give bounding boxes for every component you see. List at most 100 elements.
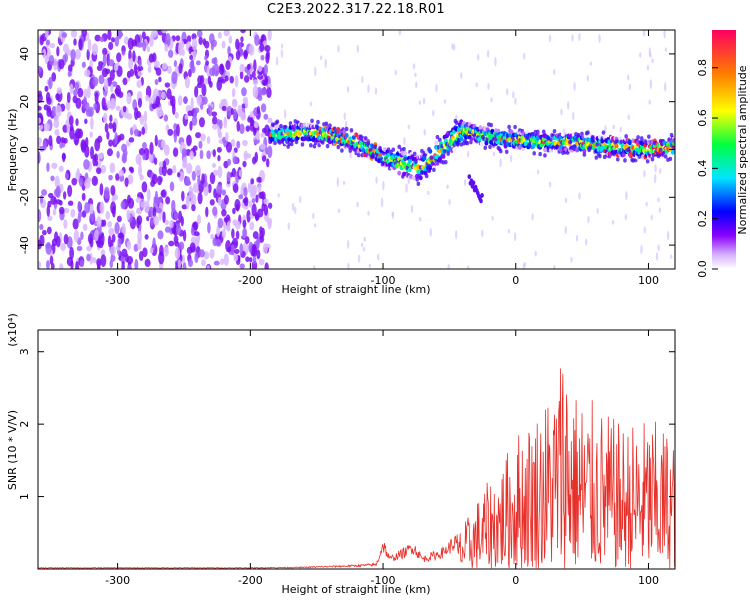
noise-cell bbox=[291, 202, 295, 211]
noise-cell bbox=[512, 91, 515, 99]
noise-cell bbox=[180, 216, 184, 227]
signal-edge-cell bbox=[587, 147, 591, 153]
noise-cell bbox=[70, 49, 76, 62]
noise-cell bbox=[144, 200, 150, 213]
noise-cell bbox=[448, 198, 451, 206]
noise-cell bbox=[195, 132, 202, 139]
noise-cell bbox=[522, 52, 526, 60]
noise-cell bbox=[154, 79, 159, 86]
signal-cell bbox=[484, 140, 489, 146]
noise-cell bbox=[553, 264, 556, 269]
noise-cell bbox=[186, 134, 192, 147]
noise-cell bbox=[103, 186, 110, 200]
noise-cell bbox=[347, 262, 350, 269]
noise-cell bbox=[234, 74, 239, 88]
noise-cell bbox=[624, 213, 628, 221]
noise-cell bbox=[219, 63, 224, 72]
noise-cell bbox=[172, 147, 179, 157]
noise-cell bbox=[121, 223, 126, 236]
noise-cell bbox=[113, 63, 119, 72]
noise-cell bbox=[178, 42, 183, 56]
noise-cell bbox=[265, 158, 270, 168]
noise-cell bbox=[239, 263, 245, 269]
signal-edge-cell bbox=[283, 124, 288, 130]
noise-cell bbox=[337, 44, 340, 53]
noise-cell bbox=[211, 111, 218, 117]
noise-cell bbox=[176, 123, 180, 137]
noise-cell bbox=[452, 43, 456, 51]
noise-cell bbox=[666, 230, 670, 241]
noise-cell bbox=[137, 65, 144, 72]
noise-cell bbox=[248, 200, 252, 208]
noise-cell bbox=[46, 162, 50, 173]
noise-cell bbox=[223, 253, 229, 266]
noise-cell bbox=[227, 246, 232, 253]
noise-cell bbox=[260, 132, 266, 138]
noise-cell bbox=[127, 265, 132, 269]
noise-cell bbox=[196, 30, 203, 38]
noise-cell bbox=[93, 229, 99, 242]
noise-cell bbox=[377, 253, 380, 261]
noise-cell bbox=[200, 133, 206, 142]
noise-cell bbox=[48, 77, 53, 90]
noise-cell bbox=[403, 136, 406, 146]
noise-cell bbox=[514, 97, 517, 105]
noise-cell bbox=[165, 124, 170, 132]
noise-cell bbox=[92, 76, 99, 87]
noise-cell bbox=[231, 228, 235, 239]
noise-cell bbox=[150, 180, 155, 188]
noise-cell bbox=[259, 143, 266, 150]
noise-cell bbox=[54, 129, 60, 136]
noise-cell bbox=[357, 254, 361, 263]
noise-cell bbox=[167, 128, 174, 136]
noise-cell bbox=[263, 198, 269, 205]
noise-cell bbox=[38, 105, 42, 112]
noise-cell bbox=[56, 135, 62, 145]
noise-cell bbox=[253, 138, 260, 144]
noise-cell bbox=[435, 84, 438, 93]
noise-cell bbox=[611, 220, 615, 225]
noise-cell bbox=[201, 83, 207, 97]
noise-cell bbox=[499, 158, 502, 168]
noise-cell bbox=[553, 69, 556, 76]
signal-cell bbox=[407, 158, 412, 164]
signal-edge-cell bbox=[543, 153, 547, 158]
noise-cell bbox=[191, 170, 197, 181]
signal-cell bbox=[456, 126, 461, 132]
signal-edge-cell bbox=[416, 181, 421, 187]
noise-cell bbox=[298, 195, 302, 204]
signal-edge-cell bbox=[435, 134, 440, 140]
noise-cell bbox=[154, 60, 160, 69]
noise-cell bbox=[66, 91, 71, 104]
noise-cell bbox=[80, 139, 87, 151]
noise-cell bbox=[115, 105, 121, 111]
noise-cell bbox=[158, 110, 164, 117]
noise-cell bbox=[245, 125, 251, 132]
noise-cell bbox=[160, 91, 166, 100]
noise-cell bbox=[54, 175, 60, 189]
noise-cell bbox=[121, 261, 125, 269]
noise-cell bbox=[158, 251, 165, 265]
noise-cell bbox=[267, 30, 272, 41]
noise-cell bbox=[227, 45, 231, 56]
noise-cell bbox=[135, 153, 142, 166]
noise-cell bbox=[68, 115, 74, 126]
noise-cell bbox=[173, 59, 177, 68]
noise-cell bbox=[251, 244, 258, 258]
noise-cell bbox=[432, 109, 435, 117]
snr-y-axis: 1 2 3 bbox=[18, 348, 675, 500]
noise-cell bbox=[658, 207, 662, 213]
noise-cell bbox=[642, 30, 646, 37]
x-tick-label: -100 bbox=[371, 574, 396, 587]
noise-cell bbox=[62, 124, 69, 133]
noise-cell bbox=[136, 111, 142, 119]
noise-cell bbox=[84, 202, 91, 214]
noise-cell bbox=[280, 43, 284, 49]
noise-cell bbox=[447, 263, 450, 269]
noise-cell bbox=[122, 149, 128, 157]
noise-cell bbox=[225, 131, 229, 142]
noise-cell bbox=[242, 139, 248, 147]
noise-cell bbox=[236, 140, 241, 149]
noise-cell bbox=[193, 231, 200, 237]
noise-cell bbox=[115, 173, 120, 181]
